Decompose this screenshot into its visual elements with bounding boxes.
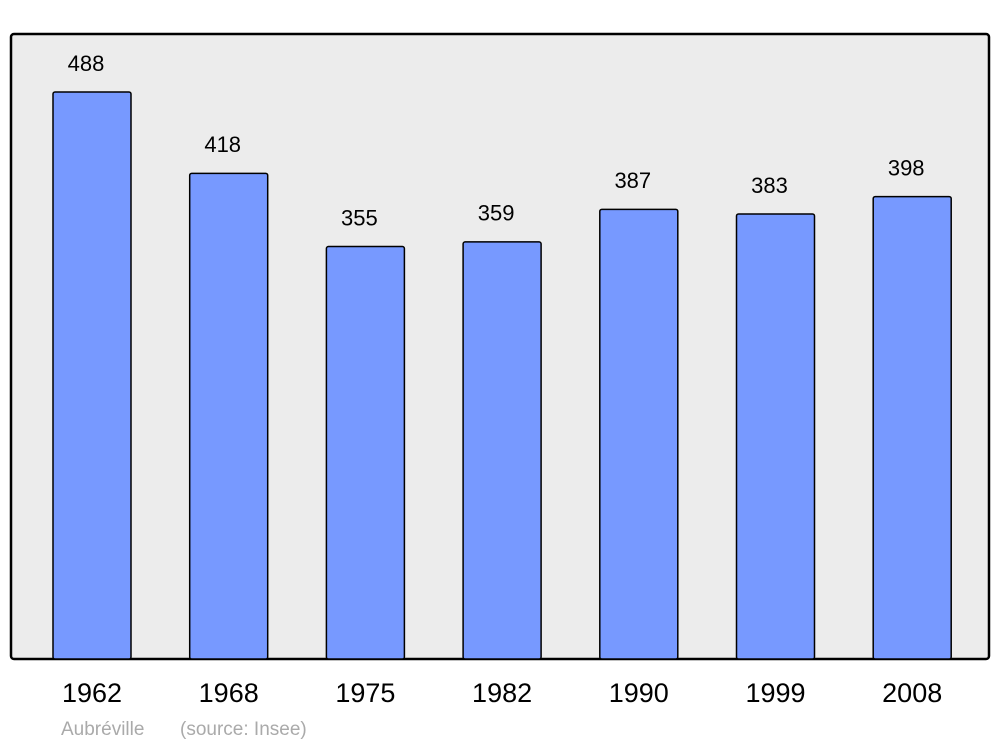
bar: [188, 172, 269, 660]
bar: [325, 245, 406, 660]
source: (source: Insee): [180, 719, 307, 740]
bar: [599, 208, 679, 660]
value-label: 387: [614, 168, 651, 193]
value-label: 488: [68, 51, 105, 76]
x-tick-label: 2008: [882, 678, 942, 708]
bar: [462, 241, 542, 660]
value-label: 383: [751, 173, 788, 198]
x-tick-label: 1962: [62, 678, 122, 708]
value-label: 359: [478, 201, 515, 226]
value-label: 418: [204, 132, 241, 157]
x-tick-label: 1968: [199, 678, 259, 708]
x-tick-label: 1975: [335, 678, 395, 708]
x-tick-label: 1999: [745, 678, 805, 708]
value-label: 355: [341, 205, 378, 230]
bar: [872, 195, 952, 660]
bar: [52, 91, 132, 660]
value-label: 398: [888, 155, 925, 180]
x-tick-label: 1982: [472, 678, 532, 708]
x-tick-label: 1990: [609, 678, 669, 708]
caption: Aubréville: [61, 719, 144, 740]
bar: [735, 213, 816, 660]
